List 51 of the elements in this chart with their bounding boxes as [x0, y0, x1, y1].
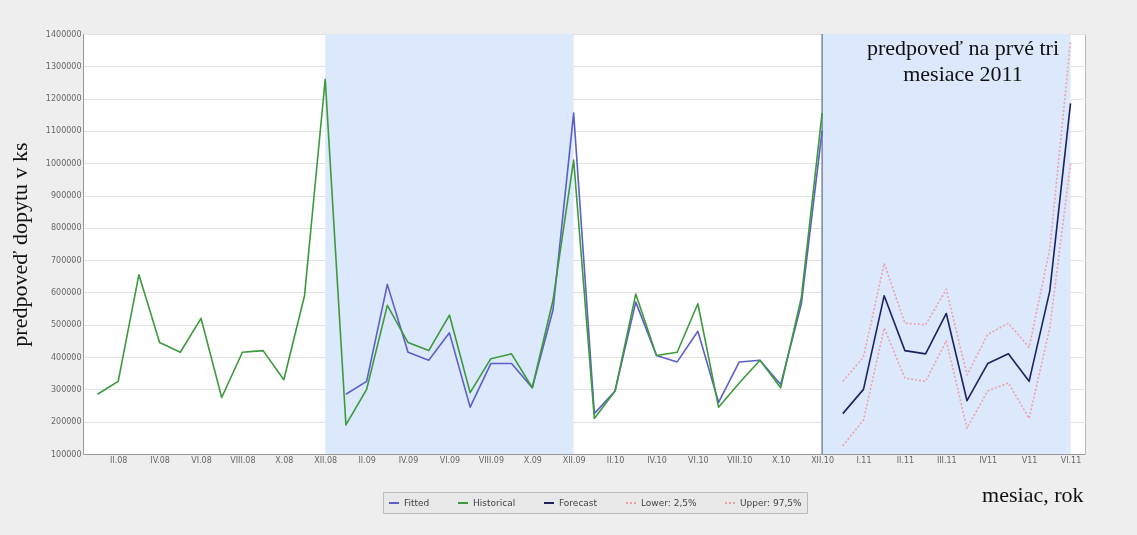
x-tick-label: IV.08: [150, 455, 170, 465]
x-tick-label: VI.09: [439, 455, 461, 465]
x-tick-label: VIII.09: [478, 455, 504, 465]
legend-label: Fitted: [404, 498, 430, 508]
x-tick-label: VI.11: [1060, 455, 1082, 465]
legend-label: Lower: 2,5%: [641, 498, 698, 508]
y-tick-label: 400000: [50, 352, 82, 362]
line-series: [96, 78, 823, 426]
x-tick-label: VIII.10: [727, 455, 753, 465]
line-series: [841, 162, 1072, 447]
y-tick-label: 600000: [50, 287, 82, 297]
y-tick-label: 300000: [50, 384, 82, 394]
x-tick-label: VI.08: [191, 455, 212, 465]
y-tick-label: 1100000: [45, 126, 82, 136]
x-tick-label: II.08: [109, 455, 128, 465]
x-tick-label: I.11: [856, 455, 872, 465]
x-tick-label: XII.08: [314, 455, 338, 465]
x-tick-label: X.08: [275, 455, 294, 465]
y-tick-label: 1200000: [45, 94, 82, 104]
y-tick-label: 800000: [50, 223, 82, 233]
x-tick-label: IV.10: [647, 455, 667, 465]
line-series: [841, 41, 1072, 383]
x-tick-label: III.11: [936, 455, 957, 465]
x-tick-label: VIII.08: [230, 455, 256, 465]
annotation: predpoveď na prvé tri mesiace 2011: [867, 35, 1059, 86]
legend-label: Upper: 97,5%: [740, 498, 803, 508]
y-tick-label: 200000: [50, 417, 82, 427]
x-tick-label: X.09: [523, 455, 542, 465]
x-axis-title: mesiac, rok: [982, 481, 1084, 507]
y-tick-label: 1400000: [45, 29, 82, 39]
x-tick-label: IV11: [979, 455, 998, 465]
x-tick-label: II.10: [606, 455, 625, 465]
x-tick-label: II.09: [358, 455, 376, 465]
x-tick-label: XII.09: [562, 455, 586, 465]
x-tick-label: V11: [1021, 455, 1038, 465]
line-series: [345, 112, 823, 415]
y-tick-label: 900000: [50, 191, 82, 201]
x-tick-label: IV.09: [398, 455, 419, 465]
y-tick-label: 500000: [50, 320, 82, 330]
legend-label: Historical: [473, 498, 516, 508]
y-tick-label: 100000: [50, 449, 82, 459]
y-axis-title: predpoveď dopytu v ks: [6, 142, 32, 347]
y-tick-label: 700000: [50, 255, 82, 265]
y-tick-label: 1000000: [45, 158, 82, 168]
x-tick-label: XII.10: [811, 455, 835, 465]
line-series: [841, 102, 1072, 415]
y-tick-label: 1300000: [45, 61, 82, 71]
x-tick-label: II.11: [896, 455, 915, 465]
x-tick-label: X.10: [772, 455, 791, 465]
x-tick-label: VI.10: [688, 455, 709, 465]
legend-label: Forecast: [559, 498, 598, 508]
